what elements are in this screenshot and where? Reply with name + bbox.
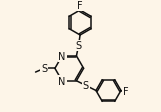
Text: S: S — [76, 41, 82, 51]
Text: S: S — [83, 81, 89, 91]
Text: N: N — [58, 51, 66, 61]
Text: S: S — [41, 64, 47, 74]
Text: F: F — [123, 86, 128, 96]
Text: F: F — [77, 1, 83, 11]
Text: N: N — [58, 76, 66, 86]
